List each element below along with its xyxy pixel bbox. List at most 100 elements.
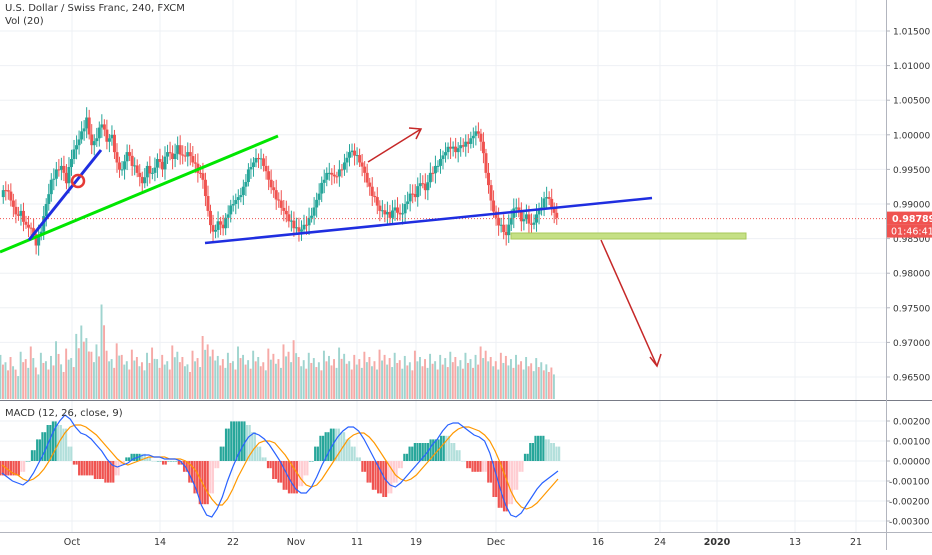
volume-bar — [32, 358, 35, 399]
candle-body — [444, 152, 448, 156]
macd-histogram-bar — [193, 461, 196, 494]
volume-bar — [297, 357, 300, 399]
volume-bar — [451, 362, 454, 399]
candle-body — [345, 157, 349, 163]
volume-bar — [120, 354, 123, 399]
volume-bar — [502, 362, 505, 399]
macd-histogram-bar — [306, 461, 309, 476]
macd-histogram-bar — [9, 461, 13, 476]
volume-bar — [29, 346, 32, 399]
macd-histogram-bar — [398, 461, 401, 469]
candle-body — [547, 197, 551, 199]
macd-histogram-bar — [72, 461, 76, 465]
candle-body — [474, 131, 478, 136]
macd-histogram-bar — [453, 443, 456, 461]
volume-bar — [67, 359, 70, 399]
volume-bar — [355, 364, 358, 399]
time-axis-label: 21 — [850, 537, 862, 548]
candle-body — [438, 159, 442, 166]
volume-bar — [343, 353, 346, 399]
macd-histogram-bar — [112, 461, 115, 483]
macd-histogram-bar — [88, 461, 91, 476]
candle-body — [62, 165, 66, 173]
candle-body — [464, 141, 468, 147]
macd-histogram-bar — [248, 425, 251, 461]
macd-histogram-bar — [403, 453, 406, 461]
macd-histogram-bar — [353, 446, 356, 461]
macd-axis-label: -0.00100 — [889, 478, 930, 488]
down-arrow-head — [649, 353, 662, 368]
macd-histogram-bar — [419, 443, 422, 461]
volume-bar — [373, 361, 376, 399]
candle-body — [257, 157, 261, 160]
macd-histogram-bar — [206, 461, 209, 505]
macd-histogram-bar — [455, 450, 458, 461]
candle-body — [193, 162, 197, 164]
macd-histogram-bar — [547, 439, 550, 461]
volume-bar — [34, 367, 37, 399]
macd-histogram-bar — [167, 461, 170, 462]
macd-histogram-bar — [479, 461, 482, 472]
volume-bar — [247, 360, 250, 399]
candle-body — [416, 186, 420, 198]
candle-body — [181, 154, 185, 156]
macd-histogram-bar — [314, 446, 317, 461]
candle-body — [461, 145, 465, 147]
candle-body — [251, 162, 255, 168]
volume-bar — [52, 365, 55, 399]
candle-body — [466, 141, 470, 144]
candle-body — [307, 217, 311, 226]
volume-bar — [173, 357, 176, 399]
volume-bar — [133, 360, 136, 399]
volume-bar — [325, 361, 328, 399]
chart-title[interactable]: U.S. Dollar / Swiss Franc, 240, FXCM — [5, 3, 185, 14]
candle-body — [481, 141, 485, 154]
volume-bar — [269, 359, 272, 399]
volume-bar — [143, 370, 146, 399]
volume-legend[interactable]: Vol (20) — [5, 16, 44, 27]
macd-histogram-bar — [534, 435, 537, 461]
candle-body — [365, 172, 369, 183]
candle-body — [287, 214, 291, 222]
drawings[interactable] — [0, 127, 747, 368]
candle-body — [203, 179, 207, 197]
candle-body — [145, 165, 149, 178]
macd-histogram-bar — [411, 446, 414, 461]
candle-body — [454, 146, 458, 153]
volume-bar — [300, 366, 303, 399]
candle-body — [545, 197, 549, 199]
up-arrow-head — [408, 127, 423, 140]
candle-body — [219, 221, 223, 225]
volume-bar — [181, 357, 184, 399]
up-arrow — [367, 128, 422, 163]
macd-histogram-bar — [272, 461, 275, 479]
volume-bar — [401, 368, 404, 399]
macd-histogram-bar — [327, 432, 330, 461]
macd-histogram-bar — [154, 461, 157, 462]
volume-bar — [92, 362, 95, 399]
macd-histogram-bar — [243, 421, 246, 461]
volume-bar — [22, 362, 25, 399]
volume-bar — [464, 352, 467, 399]
volume-bar — [82, 341, 85, 399]
macd-legend[interactable]: MACD (12, 26, close, 9) — [5, 408, 123, 419]
time-axis-label: 19 — [410, 537, 422, 548]
candle-body — [158, 159, 162, 162]
candle-body — [310, 215, 314, 218]
macd-histogram-bar — [59, 425, 62, 461]
volume-bar — [509, 359, 512, 399]
macd-histogram-bar — [329, 428, 333, 461]
candle-body — [396, 207, 400, 213]
candle-body — [375, 197, 379, 206]
macd-histogram-bar — [523, 453, 527, 461]
candle-body — [19, 210, 23, 216]
macd-histogram-bar — [2, 461, 5, 476]
candle-body — [143, 177, 147, 184]
macd-histogram-bar — [99, 461, 102, 479]
macd-histogram-bar — [510, 461, 514, 505]
volume-bar — [234, 369, 237, 399]
macd-axis-label: 0.00000 — [893, 458, 930, 468]
macd-histogram-bar — [400, 461, 403, 469]
